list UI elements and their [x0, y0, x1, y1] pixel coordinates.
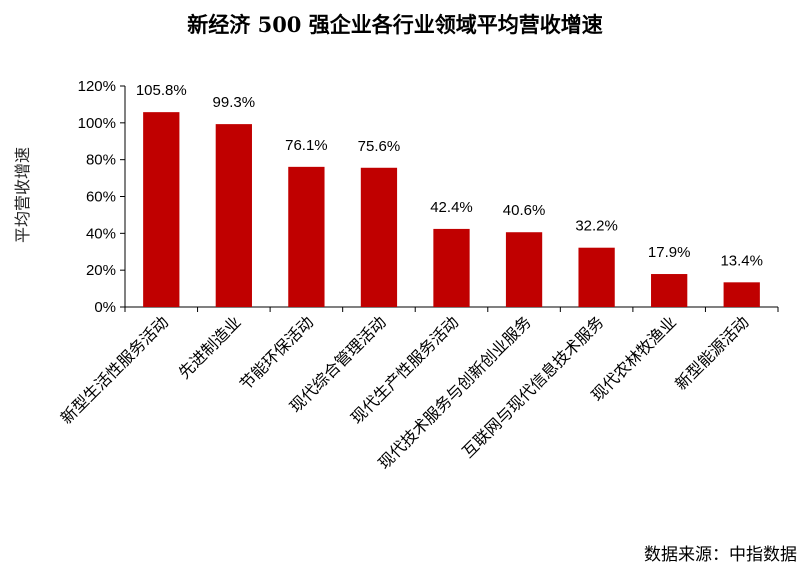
bar [723, 282, 760, 307]
category-label: 新型能源活动 [671, 312, 752, 393]
y-tick-label: 60% [86, 189, 116, 206]
data-label: 42.4% [430, 199, 473, 216]
y-axis: 0% 20% 40% 60% 80% 100% 120% [78, 78, 126, 316]
category-label: 互联网与现代信息技术服务 [458, 312, 607, 461]
bar [360, 167, 398, 307]
category-label: 现代技术服务与创新创业服务 [374, 312, 535, 473]
data-label: 105.8% [136, 82, 187, 99]
y-tick-label: 120% [78, 78, 116, 95]
data-label: 76.1% [285, 137, 328, 154]
y-tick-label: 0% [94, 299, 116, 316]
category-label: 先进制造业 [175, 312, 245, 382]
category-labels: 新型生活性服务活动 先进制造业节能环保活动现代综合管理活动现代生产性服务活动现代技… [57, 312, 753, 473]
y-tick-label: 40% [86, 225, 116, 242]
data-label: 75.6% [358, 138, 401, 155]
bar [433, 228, 470, 307]
bar [288, 166, 325, 307]
y-tick-label: 100% [78, 115, 116, 132]
data-label: 17.9% [648, 244, 691, 261]
bar [215, 124, 252, 307]
bar [578, 247, 615, 307]
data-label: 40.6% [503, 202, 546, 219]
data-labels: 105.8% 99.3% 76.1% 75.6% 42.4% 40.6% 32.2% 17.9… [136, 82, 763, 269]
data-label: 13.4% [720, 252, 763, 269]
data-label: 99.3% [213, 94, 256, 111]
bar [651, 274, 688, 307]
x-axis [124, 306, 779, 312]
source-note: 数据来源：中指数据 [644, 545, 797, 565]
bars [143, 112, 760, 307]
category-label: 新型生活性服务活动 [57, 312, 172, 427]
chart-title: 新经济 500 强企业各行业领域平均营收增速 [187, 12, 602, 37]
y-tick-label: 20% [86, 262, 116, 279]
bar [143, 112, 180, 307]
y-tick-label: 80% [86, 152, 116, 169]
bar [505, 232, 543, 307]
y-axis-label: 平均营收增速 [13, 147, 32, 243]
data-label: 32.2% [575, 218, 618, 235]
category-label: 节能环保活动 [236, 312, 317, 393]
